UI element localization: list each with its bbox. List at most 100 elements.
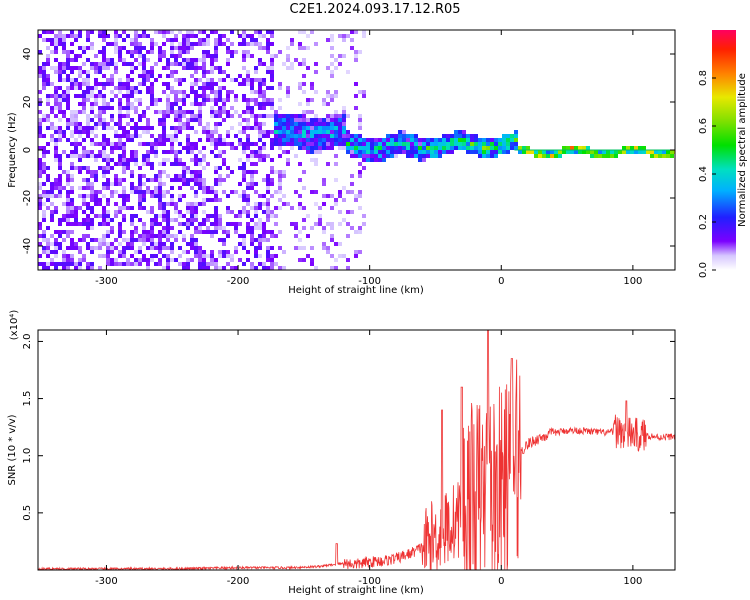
spectrum-cell	[254, 226, 258, 230]
spectrum-cell	[78, 250, 82, 254]
spectrum-cell	[214, 110, 218, 114]
spectrum-cell	[626, 150, 630, 154]
spectrum-cell	[170, 86, 174, 90]
spectrum-cell	[642, 150, 646, 154]
spectrum-cell	[54, 102, 58, 106]
spectrum-cell	[102, 206, 106, 210]
spectrum-cell	[226, 130, 230, 134]
snr-x-tick-label: -200	[227, 576, 250, 587]
spectrum-cell	[150, 254, 154, 258]
spectrum-cell	[358, 118, 362, 122]
spectrum-cell	[302, 114, 306, 118]
spectrum-cell	[46, 174, 50, 178]
spectrum-cell	[106, 210, 110, 214]
spectrum-cell	[206, 54, 210, 58]
spectrum-cell	[158, 134, 162, 138]
spectrum-cell	[182, 178, 186, 182]
spectrum-cell	[350, 150, 354, 154]
spectrum-cell	[246, 98, 250, 102]
spectrum-cell	[138, 142, 142, 146]
spectrum-cell	[354, 138, 358, 142]
spectrum-cell	[270, 234, 274, 238]
spectrum-cell	[114, 238, 118, 242]
spectrum-cell	[138, 186, 142, 190]
spectrum-cell	[134, 238, 138, 242]
spectrum-cell	[278, 126, 282, 130]
spectrum-cell	[90, 142, 94, 146]
spectrum-cell	[326, 222, 330, 226]
spectrum-cell	[70, 66, 74, 70]
spectrum-cell	[582, 150, 586, 154]
spectrum-cell	[54, 146, 58, 150]
spectrum-cell	[138, 34, 142, 38]
spectrum-cell	[54, 142, 58, 146]
spectrum-cell	[370, 154, 374, 158]
spectrum-cell	[354, 154, 358, 158]
spectrum-cell	[250, 110, 254, 114]
spectrum-cell	[162, 114, 166, 118]
spectrum-cell	[282, 126, 286, 130]
spectrum-cell	[198, 186, 202, 190]
spectrum-cell	[202, 86, 206, 90]
spectrum-cell	[334, 242, 338, 246]
spectrum-cell	[614, 154, 618, 158]
spectrum-cell	[382, 142, 386, 146]
spectrum-cell	[114, 94, 118, 98]
spectrum-cell	[322, 230, 326, 234]
spectrum-cell	[142, 142, 146, 146]
spectrum-cell	[54, 150, 58, 154]
spectrum-cell	[150, 94, 154, 98]
spectrum-cell	[394, 154, 398, 158]
spectrum-cell	[222, 102, 226, 106]
spectrum-cell	[118, 58, 122, 62]
spectrum-cell	[266, 182, 270, 186]
spectrum-cell	[262, 102, 266, 106]
spectrum-cell	[186, 150, 190, 154]
spectrum-cell	[130, 150, 134, 154]
spectrum-cell	[322, 98, 326, 102]
spectrum-cell	[82, 238, 86, 242]
spectrum-cell	[246, 210, 250, 214]
spectrum-cell	[138, 190, 142, 194]
spectrum-cell	[110, 58, 114, 62]
spectrum-cell	[202, 222, 206, 226]
spectrum-cell	[202, 250, 206, 254]
spectrum-cell	[298, 122, 302, 126]
spectrum-cell	[298, 206, 302, 210]
spectrum-cell	[146, 150, 150, 154]
spectrum-cell	[426, 146, 430, 150]
spectrum-cell	[74, 206, 78, 210]
spectrum-cell	[86, 74, 90, 78]
spectrum-cell	[254, 170, 258, 174]
spectrum-cell	[102, 106, 106, 110]
spectrum-cell	[622, 146, 626, 150]
spectrum-cell	[54, 66, 58, 70]
spectrum-cell	[198, 230, 202, 234]
spectrum-cell	[86, 58, 90, 62]
spectrum-cell	[210, 78, 214, 82]
spectrum-cell	[150, 150, 154, 154]
spectrum-cell	[226, 142, 230, 146]
spectrum-cell	[142, 82, 146, 86]
spectrum-cell	[278, 146, 282, 150]
spectrum-cell	[274, 134, 278, 138]
spectrum-cell	[358, 114, 362, 118]
spectrum-cell	[90, 106, 94, 110]
spectrum-cell	[58, 78, 62, 82]
spectrum-cell	[258, 78, 262, 82]
spectrum-cell	[114, 38, 118, 42]
spectrum-cell	[98, 82, 102, 86]
spectrum-y-tick-label: 20	[22, 96, 33, 109]
spectrum-cell	[246, 50, 250, 54]
spectrum-cell	[146, 118, 150, 122]
spectrum-cell	[190, 234, 194, 238]
spectrum-cell	[186, 46, 190, 50]
spectrum-cell	[278, 190, 282, 194]
spectrum-cell	[58, 246, 62, 250]
spectrum-cell	[122, 238, 126, 242]
spectrum-cell	[262, 226, 266, 230]
spectrum-cell	[174, 178, 178, 182]
spectrum-cell	[78, 34, 82, 38]
spectrum-cell	[118, 102, 122, 106]
